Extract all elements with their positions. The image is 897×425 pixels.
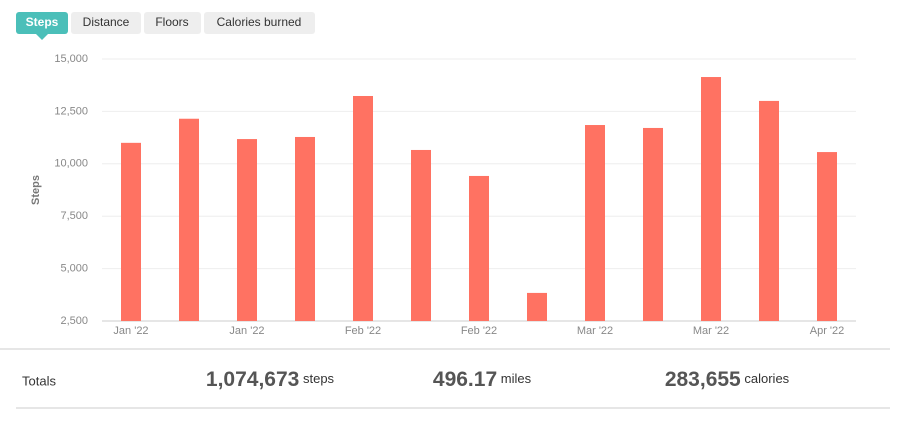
bar	[817, 152, 837, 321]
tab-label[interactable]: Floors	[155, 15, 188, 29]
total-value: 496.17	[433, 368, 497, 391]
total: 1,074,673 steps	[206, 368, 335, 391]
y-tick-label: 10,000	[54, 158, 88, 170]
bar	[121, 142, 141, 321]
tabs: Steps Distance Floors Calories burned	[16, 12, 315, 40]
x-tick-label: Apr '22	[810, 325, 845, 337]
tab[interactable]	[71, 12, 141, 34]
x-tick-label: Feb '22	[345, 325, 381, 337]
tab[interactable]	[144, 12, 201, 34]
total-value: 1,074,673	[206, 368, 299, 391]
bar	[179, 118, 199, 322]
bar	[411, 149, 431, 321]
x-tick-label: Jan '22	[113, 325, 148, 337]
total-unit: miles	[501, 371, 532, 386]
total-value: 283,655	[665, 368, 741, 391]
y-tick-label: 15,000	[54, 53, 88, 65]
y-tick-label: 7,500	[60, 210, 88, 222]
tab-pointer	[36, 34, 48, 40]
total-unit: steps	[303, 371, 335, 386]
tab-label[interactable]: Steps	[26, 15, 59, 29]
bar	[295, 136, 315, 321]
bar	[353, 95, 373, 321]
tab-active[interactable]	[16, 12, 68, 34]
y-tick-label: 12,500	[54, 105, 88, 117]
bar	[701, 77, 721, 321]
tab-label[interactable]: Calories burned	[217, 15, 302, 29]
total-unit: calories	[744, 371, 789, 386]
bar	[585, 125, 605, 321]
x-tick-label: Mar '22	[577, 325, 613, 337]
y-axis-label: Steps	[30, 175, 42, 205]
x-tick-label: Feb '22	[461, 325, 497, 337]
y-tick-label: 5,000	[60, 263, 88, 275]
bar	[469, 175, 489, 321]
bar	[643, 127, 663, 321]
total: 283,655 calories	[665, 368, 790, 391]
bar	[759, 100, 779, 321]
x-tick-label: Jan '22	[229, 325, 264, 337]
totals-label: Totals	[22, 373, 56, 388]
tab-label[interactable]: Distance	[83, 15, 130, 29]
bar	[237, 139, 257, 321]
total: 496.17 miles	[433, 368, 532, 391]
y-tick-label: 2,500	[60, 315, 88, 327]
tab[interactable]	[204, 12, 315, 34]
x-tick-label: Mar '22	[693, 325, 729, 337]
bar	[527, 292, 547, 321]
